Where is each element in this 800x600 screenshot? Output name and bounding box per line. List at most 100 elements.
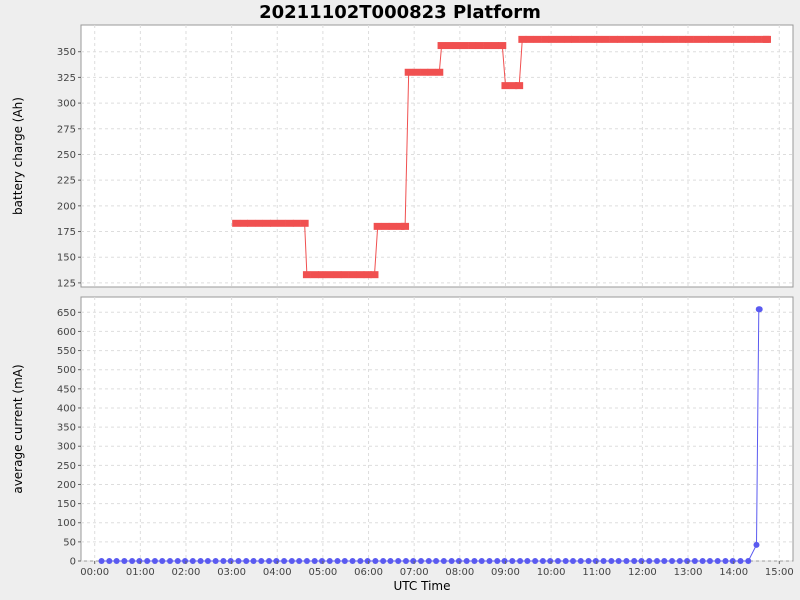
data-point bbox=[509, 558, 516, 564]
data-point bbox=[437, 42, 446, 50]
data-point bbox=[532, 558, 539, 564]
data-point bbox=[433, 558, 440, 564]
data-point bbox=[662, 35, 671, 43]
data-point bbox=[501, 82, 510, 90]
x-tick-label: 15:00 bbox=[765, 567, 794, 578]
y-tick-label: 350 bbox=[57, 423, 76, 434]
data-point bbox=[638, 558, 645, 564]
x-tick-label: 11:00 bbox=[582, 567, 611, 578]
data-point bbox=[174, 558, 181, 564]
x-tick-label: 07:00 bbox=[400, 567, 429, 578]
data-point bbox=[136, 558, 143, 564]
x-tick-label: 12:00 bbox=[628, 567, 657, 578]
y-axis-label: battery charge (Ah) bbox=[11, 97, 25, 215]
data-point bbox=[518, 35, 527, 43]
data-point bbox=[387, 558, 394, 564]
data-point bbox=[498, 42, 507, 50]
data-point bbox=[121, 558, 128, 564]
data-point bbox=[302, 271, 311, 279]
data-point bbox=[288, 558, 295, 564]
data-point bbox=[608, 558, 615, 564]
data-point bbox=[655, 35, 664, 43]
data-point bbox=[609, 35, 618, 43]
data-point bbox=[402, 558, 409, 564]
data-point bbox=[303, 558, 310, 564]
data-point bbox=[501, 558, 508, 564]
data-point bbox=[678, 35, 687, 43]
y-tick-label: 550 bbox=[57, 346, 76, 357]
data-point bbox=[753, 541, 760, 548]
y-tick-label: 350 bbox=[57, 47, 76, 58]
y-tick-label: 200 bbox=[57, 201, 76, 212]
data-point bbox=[579, 35, 588, 43]
panels: 125 150 175 200 225 250 275 300 325 350 battery ch… bbox=[11, 24, 794, 578]
data-point bbox=[159, 558, 166, 564]
data-point bbox=[676, 558, 683, 564]
data-point bbox=[212, 558, 219, 564]
data-point bbox=[258, 558, 265, 564]
data-point bbox=[440, 558, 447, 564]
data-point bbox=[729, 558, 736, 564]
data-point bbox=[594, 35, 603, 43]
x-tick-label: 01:00 bbox=[126, 567, 155, 578]
data-point bbox=[273, 558, 280, 564]
y-tick-label: 300 bbox=[57, 99, 76, 110]
data-point bbox=[539, 558, 546, 564]
data-point bbox=[524, 558, 531, 564]
y-tick-label: 300 bbox=[57, 442, 76, 453]
data-point bbox=[623, 558, 630, 564]
data-point bbox=[455, 558, 462, 564]
data-point bbox=[541, 35, 550, 43]
data-point bbox=[468, 42, 477, 50]
data-point bbox=[471, 558, 478, 564]
y-tick-label: 150 bbox=[57, 253, 76, 264]
x-tick-label: 03:00 bbox=[217, 567, 246, 578]
data-point bbox=[334, 558, 341, 564]
data-point bbox=[601, 35, 610, 43]
data-point bbox=[243, 558, 250, 564]
data-point bbox=[266, 558, 273, 564]
y-tick-label: 100 bbox=[57, 518, 76, 529]
data-point bbox=[292, 219, 301, 227]
data-point bbox=[693, 35, 702, 43]
data-point bbox=[363, 271, 372, 279]
data-point bbox=[340, 271, 349, 279]
data-point bbox=[556, 35, 565, 43]
data-point bbox=[670, 35, 679, 43]
x-tick-label: 13:00 bbox=[674, 567, 703, 578]
data-point bbox=[708, 35, 717, 43]
y-tick-label: 125 bbox=[57, 278, 76, 289]
data-point bbox=[262, 219, 271, 227]
x-tick-label: 09:00 bbox=[491, 567, 520, 578]
data-point bbox=[300, 219, 309, 227]
data-point bbox=[691, 558, 698, 564]
data-point bbox=[445, 42, 454, 50]
data-point bbox=[204, 558, 211, 564]
data-point bbox=[653, 558, 660, 564]
data-point bbox=[615, 558, 622, 564]
data-point bbox=[699, 558, 706, 564]
plot-area bbox=[80, 24, 794, 288]
data-point bbox=[167, 558, 173, 564]
plot-area bbox=[80, 296, 794, 562]
y-tick-label: 400 bbox=[57, 403, 76, 414]
data-point bbox=[232, 219, 241, 227]
data-point bbox=[684, 558, 691, 564]
data-point bbox=[435, 68, 444, 76]
x-tick-label: 05:00 bbox=[308, 567, 337, 578]
data-point bbox=[255, 219, 263, 227]
data-point bbox=[475, 42, 484, 50]
data-point bbox=[227, 558, 234, 564]
data-point bbox=[356, 271, 365, 279]
data-point bbox=[700, 35, 709, 43]
data-point bbox=[277, 219, 286, 227]
data-point bbox=[448, 558, 455, 564]
data-point bbox=[722, 558, 729, 564]
data-point bbox=[348, 271, 357, 279]
data-point bbox=[364, 558, 371, 564]
data-point bbox=[388, 222, 397, 230]
y-tick-label: 175 bbox=[57, 227, 76, 238]
data-point bbox=[592, 558, 599, 564]
